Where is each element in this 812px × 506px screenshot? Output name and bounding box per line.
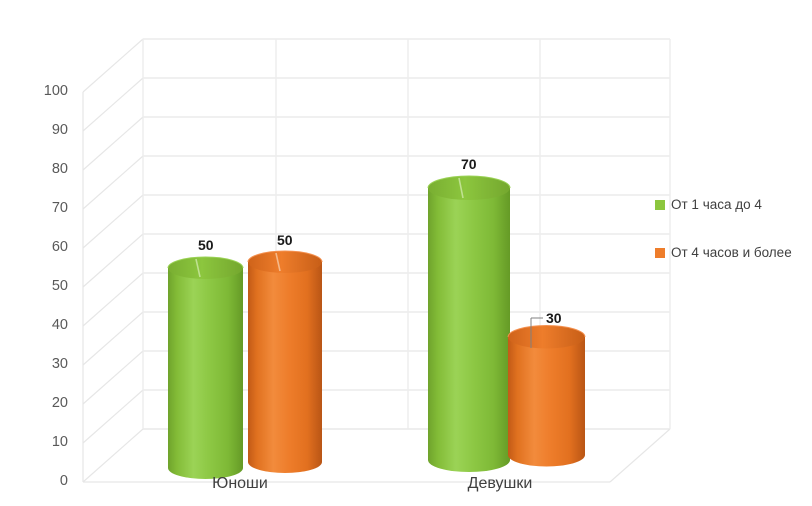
chart-legend: От 1 часа до 4 От 4 часов и более [655, 196, 812, 292]
category-label-girls: Девушки [467, 475, 533, 492]
y-axis-tick-20: 20 [51, 395, 68, 411]
data-label-girls-4plus: 30 [546, 310, 562, 326]
bar-cylinder-boys-1to4 [167, 256, 244, 479]
y-axis-tick-90: 90 [51, 122, 68, 138]
data-label-girls-1to4: 70 [461, 156, 477, 172]
data-label-boys-1to4: 50 [198, 237, 214, 253]
legend-item-4plus[interactable]: От 4 часов и более [655, 244, 812, 261]
y-axis-tick-0: 0 [59, 473, 68, 489]
y-axis-tick-100: 100 [43, 83, 68, 99]
legend-swatch-green-icon [655, 199, 665, 210]
y-axis-tick-50: 50 [51, 278, 68, 294]
bar-cylinder-girls-1to4 [427, 175, 511, 472]
data-label-boys-4plus: 50 [277, 232, 293, 248]
bar-cylinder-boys-4plus [247, 250, 323, 473]
y-axis-tick-60: 60 [51, 239, 68, 255]
data-label-leader-line [530, 317, 543, 348]
chart-gridlines-vertical [142, 39, 671, 429]
y-axis-tick-80: 80 [51, 161, 68, 177]
legend-swatch-orange-icon [655, 247, 665, 258]
legend-item-1to4[interactable]: От 1 часа до 4 [655, 196, 812, 213]
y-axis-tick-30: 30 [51, 356, 68, 372]
legend-label-1to4: От 1 часа до 4 [671, 196, 762, 212]
y-axis-tick-10: 10 [51, 434, 68, 450]
y-axis-tick-40: 40 [51, 317, 68, 333]
legend-label-4plus: От 4 часов и более [671, 244, 792, 260]
category-label-boys: Юноши [212, 475, 268, 492]
y-axis-tick-70: 70 [51, 200, 68, 216]
bar-cylinder-girls-4plus [507, 325, 586, 467]
